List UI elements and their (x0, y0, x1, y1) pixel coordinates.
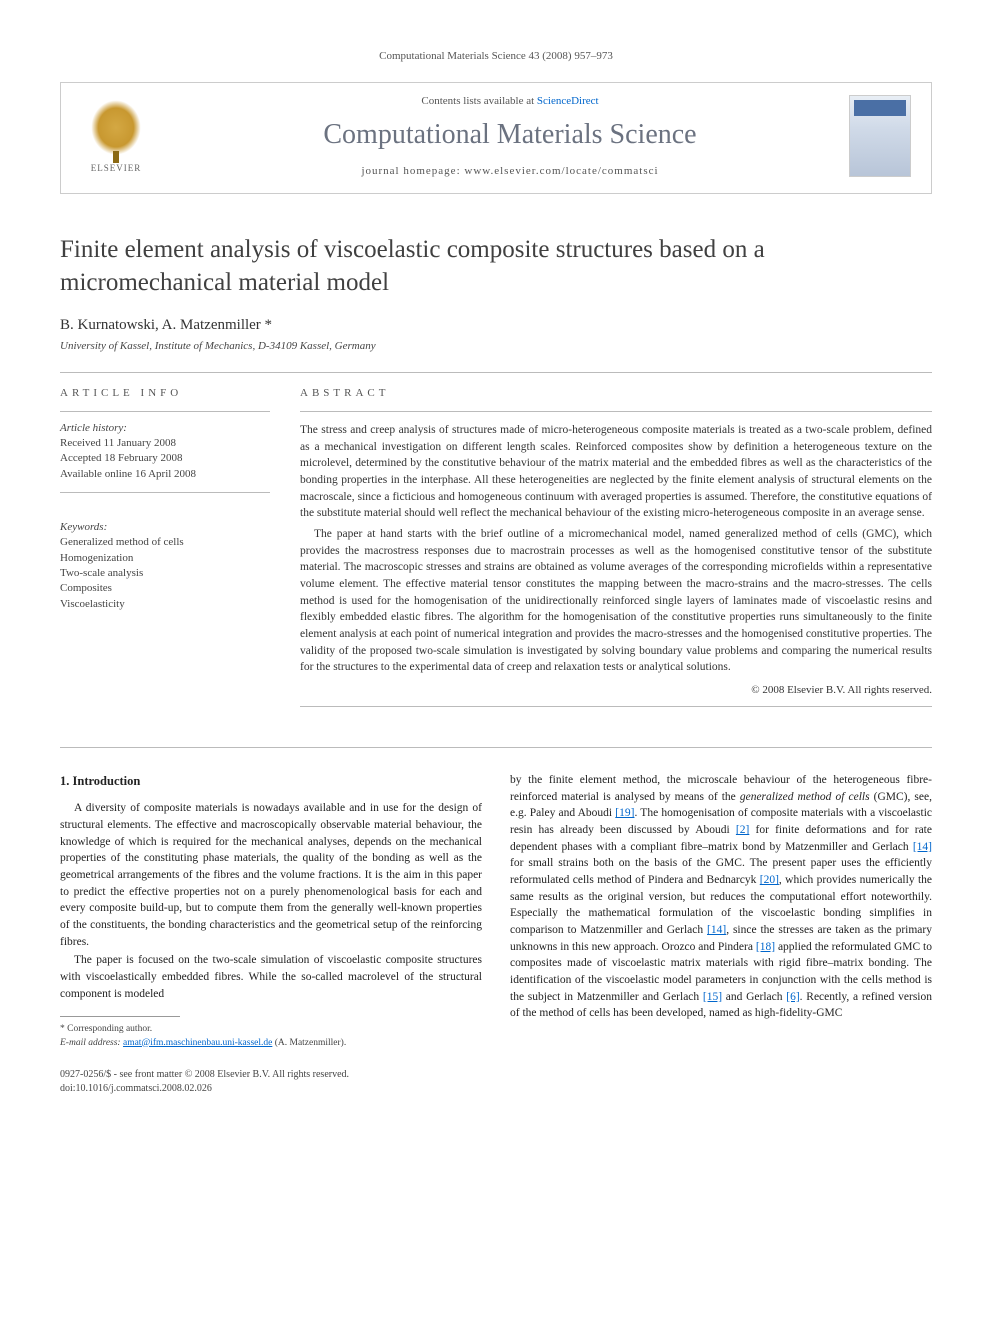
article-info-column: ARTICLE INFO Article history: Received 1… (60, 387, 270, 717)
elsevier-tree-icon (91, 100, 141, 155)
keyword: Viscoelasticity (60, 597, 270, 612)
info-divider (60, 492, 270, 493)
abstract-column: ABSTRACT The stress and creep analysis o… (300, 387, 932, 717)
accepted-date: Accepted 18 February 2008 (60, 451, 270, 466)
keyword: Homogenization (60, 551, 270, 566)
journal-header-box: ELSEVIER Contents lists available at Sci… (60, 82, 932, 194)
column-left: 1. Introduction A diversity of composite… (60, 772, 482, 1050)
email-suffix: (A. Matzenmiller). (272, 1038, 346, 1048)
publisher-name: ELSEVIER (91, 163, 142, 173)
ref-link[interactable]: [2] (736, 824, 749, 836)
column-right: by the finite element method, the micros… (510, 772, 932, 1050)
body-paragraph: by the finite element method, the micros… (510, 772, 932, 1022)
divider (60, 372, 932, 373)
abstract-text: The stress and creep analysis of structu… (300, 422, 932, 676)
abstract-p2: The paper at hand starts with the brief … (300, 526, 932, 676)
running-header: Computational Materials Science 43 (2008… (60, 50, 932, 62)
footer-copyright: 0927-0256/$ - see front matter © 2008 El… (60, 1068, 932, 1082)
abstract-p1: The stress and creep analysis of structu… (300, 422, 932, 522)
divider (60, 747, 932, 748)
contents-prefix: Contents lists available at (421, 95, 536, 107)
info-divider (300, 706, 932, 707)
footer-doi: doi:10.1016/j.commatsci.2008.02.026 (60, 1082, 932, 1096)
article-title: Finite element analysis of viscoelastic … (60, 234, 932, 299)
received-date: Received 11 January 2008 (60, 436, 270, 451)
online-date: Available online 16 April 2008 (60, 467, 270, 482)
abstract-label: ABSTRACT (300, 387, 932, 399)
footer: 0927-0256/$ - see front matter © 2008 El… (60, 1068, 932, 1096)
abstract-copyright: © 2008 Elsevier B.V. All rights reserved… (300, 684, 932, 696)
corresponding-author-note: * Corresponding author. (60, 1023, 482, 1036)
keyword: Two-scale analysis (60, 566, 270, 581)
page-container: Computational Materials Science 43 (2008… (0, 0, 992, 1146)
journal-homepage: journal homepage: www.elsevier.com/locat… (171, 165, 849, 177)
ref-link[interactable]: [20] (760, 874, 779, 886)
body-columns: 1. Introduction A diversity of composite… (60, 772, 932, 1050)
authors: B. Kurnatowski, A. Matzenmiller * (60, 317, 932, 334)
journal-title: Computational Materials Science (171, 119, 849, 151)
email-link[interactable]: amat@ifm.maschinenbau.uni-kassel.de (123, 1038, 272, 1048)
keyword: Composites (60, 581, 270, 596)
ref-link[interactable]: [14] (913, 841, 932, 853)
info-divider (300, 411, 932, 412)
affiliation: University of Kassel, Institute of Mecha… (60, 340, 932, 352)
publisher-logo: ELSEVIER (81, 96, 151, 176)
ref-link[interactable]: [19] (615, 807, 634, 819)
gmc-term: generalized method of cells (740, 791, 870, 803)
keyword: Generalized method of cells (60, 535, 270, 550)
article-info-label: ARTICLE INFO (60, 387, 270, 399)
ref-link[interactable]: [6] (786, 991, 799, 1003)
ref-link[interactable]: [18] (756, 941, 775, 953)
history-label: Article history: (60, 422, 270, 434)
ref-link[interactable]: [15] (703, 991, 722, 1003)
section-heading: 1. Introduction (60, 772, 482, 790)
body-paragraph: The paper is focused on the two-scale si… (60, 952, 482, 1002)
journal-center: Contents lists available at ScienceDirec… (171, 95, 849, 177)
contents-available-line: Contents lists available at ScienceDirec… (171, 95, 849, 107)
email-footnote: E-mail address: amat@ifm.maschinenbau.un… (60, 1037, 482, 1050)
info-divider (60, 411, 270, 412)
sciencedirect-link[interactable]: ScienceDirect (537, 95, 599, 107)
journal-cover-thumbnail (849, 95, 911, 177)
ref-link[interactable]: [14] (707, 924, 726, 936)
body-paragraph: A diversity of composite materials is no… (60, 800, 482, 950)
email-label: E-mail address: (60, 1038, 123, 1048)
keywords-label: Keywords: (60, 521, 270, 533)
info-abstract-row: ARTICLE INFO Article history: Received 1… (60, 387, 932, 717)
footnote-divider (60, 1016, 180, 1017)
